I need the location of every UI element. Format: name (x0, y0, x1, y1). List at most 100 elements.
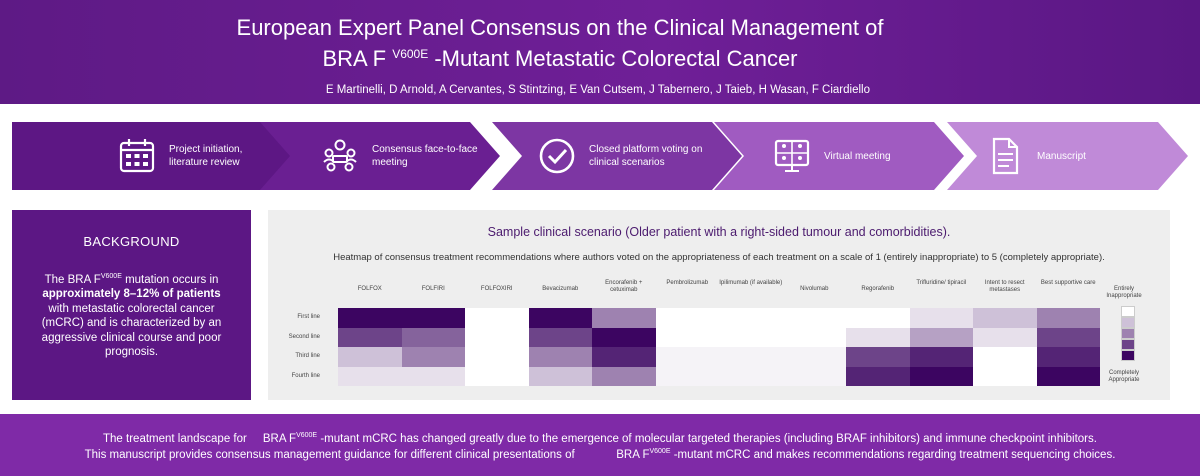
heatmap-cell (465, 347, 529, 367)
step-project-initiation: Project initiation, literature review (12, 122, 302, 190)
bg-text-bold: approximately 8–12% of patients (42, 288, 221, 301)
heatmap-cell (973, 308, 1037, 328)
step-manuscript: Manuscript (947, 122, 1188, 190)
heatmap-cell (719, 327, 783, 347)
heatmap-cell (338, 366, 402, 386)
step-label: Project initiation, literature review (169, 144, 243, 168)
heatmap-cell (528, 308, 592, 328)
heatmap-cell (338, 347, 402, 367)
heatmap-cell (782, 308, 846, 328)
heatmap-column-label: Trifluridine/ tipiracil (916, 280, 967, 286)
background-box: BACKGROUND The BRA FV600E mutation occur… (12, 210, 251, 400)
heatmap-column-label: Pembrolizumab (666, 280, 709, 286)
summary-1-post: -mutant mCRC has changed greatly due to … (320, 432, 1097, 445)
legend-swatch (1121, 306, 1135, 317)
summary-2-variant: V600E (649, 448, 671, 455)
heatmap-cell (719, 308, 783, 328)
check-circle-icon (537, 136, 577, 176)
step-label: Manuscript (1037, 150, 1086, 162)
heatmap-column-label: FOLFOX (357, 286, 382, 292)
legend-swatch (1121, 350, 1135, 361)
heatmap-cell (909, 366, 973, 386)
heatmap-cell (909, 327, 973, 347)
summary-1-variant: V600E (296, 432, 318, 439)
heatmap-column-label: Best supportive care (1040, 280, 1096, 286)
heatmap-row-label: Fourth line (291, 372, 320, 379)
heatmap-cell (973, 347, 1037, 367)
step-label: Consensus face-to-face meeting (372, 144, 478, 168)
heatmap-cell (1036, 308, 1100, 328)
heatmap-cell (338, 327, 402, 347)
heatmap-column-label: FOLFOXIRI (480, 286, 513, 292)
title-gene: BRA F (322, 46, 387, 71)
heatmap-cell (782, 327, 846, 347)
title-gene-variant: V600E (392, 47, 429, 61)
heatmap-cell (655, 347, 719, 367)
heatmap-cell (528, 347, 592, 367)
bg-text-post: with metastatic colorectal cancer (mCRC)… (41, 302, 222, 359)
step-label: Virtual meeting (824, 150, 891, 162)
summary-1-pre: The treatment landscape for (103, 432, 247, 445)
summary-2-post: -mutant mCRC and makes recommendations r… (673, 448, 1116, 461)
background-text: The BRA FV600E mutation occurs in approx… (30, 270, 233, 360)
heatmap-cell (782, 347, 846, 367)
heatmap-cell (782, 366, 846, 386)
heatmap-cell (1036, 366, 1100, 386)
heatmap-cell (846, 308, 910, 328)
heatmap-cell (401, 347, 465, 367)
step-label: Closed platform voting on clinical scena… (589, 144, 703, 168)
scenario-panel: Sample clinical scenario (Older patient … (268, 210, 1170, 400)
summary-line-2: This manuscript provides consensus manag… (0, 448, 1200, 461)
heatmap-row-label: Third line (295, 353, 320, 359)
heatmap-cell (909, 308, 973, 328)
consensus-heatmap: FOLFOX FOLFIRI FOLFOXIRI Bevacizumab Encoraf… (268, 210, 1170, 400)
page-title: European Expert Panel Consensus on the C… (0, 14, 1120, 72)
background-title: BACKGROUND (83, 234, 180, 249)
summary-line-1: The treatment landscape for BRA FV600E -… (0, 432, 1200, 445)
heatmap-cell (465, 366, 529, 386)
step-virtual-meeting: Virtual meeting (714, 122, 964, 190)
heatmap-column-label: Nivolumab (800, 286, 829, 292)
heatmap-cell (338, 308, 402, 328)
heatmap-cell (655, 308, 719, 328)
legend-swatch (1121, 317, 1135, 328)
bg-gene: The BRA F (44, 273, 101, 286)
heatmap-cell (592, 347, 656, 367)
bg-text-mid: mutation occurs in (121, 273, 219, 286)
heatmap-cell (846, 347, 910, 367)
heatmap-row-label: First line (297, 314, 320, 320)
summary-2-gene: BRA F (616, 448, 650, 461)
title-line-2-rest: -Mutant Metastatic Colorectal Cancer (434, 46, 798, 71)
calendar-icon (117, 136, 157, 176)
meeting-icon (320, 136, 360, 176)
heatmap-cell (973, 366, 1037, 386)
heatmap-cell (909, 347, 973, 367)
legend-label-high: Completely Appropriate (1108, 370, 1140, 383)
bg-gene-variant: V600E (100, 273, 122, 280)
heatmap-cell (528, 366, 592, 386)
heatmap-cell (401, 366, 465, 386)
heatmap-cell (1036, 347, 1100, 367)
heatmap-cell (592, 327, 656, 347)
heatmap-cell (846, 366, 910, 386)
heatmap-cell (401, 327, 465, 347)
step-platform-voting: Closed platform voting on clinical scena… (492, 122, 742, 190)
heatmap-cell (1036, 327, 1100, 347)
document-icon (985, 136, 1025, 176)
legend-label-low: Entirely Inappropriate (1106, 286, 1142, 299)
heatmap-column-label: Ipilimumab (if available) (719, 280, 783, 286)
summary-2-pre: This manuscript provides consensus manag… (84, 448, 575, 461)
heatmap-column-label: Bevacizumab (542, 286, 579, 292)
summary-1-gene: BRA F (262, 432, 297, 445)
video-call-icon (772, 136, 812, 176)
heatmap-cell (655, 366, 719, 386)
heatmap-column-label: Regorafenib (861, 286, 895, 292)
legend-swatch (1121, 339, 1135, 350)
process-flow: Project initiation, literature review Co… (12, 122, 1188, 190)
heatmap-cell (719, 366, 783, 386)
title-line-1: European Expert Panel Consensus on the C… (236, 15, 884, 40)
heatmap-cell (592, 308, 656, 328)
legend-swatch (1121, 328, 1135, 339)
heatmap-cell (465, 327, 529, 347)
heatmap-cell (655, 327, 719, 347)
